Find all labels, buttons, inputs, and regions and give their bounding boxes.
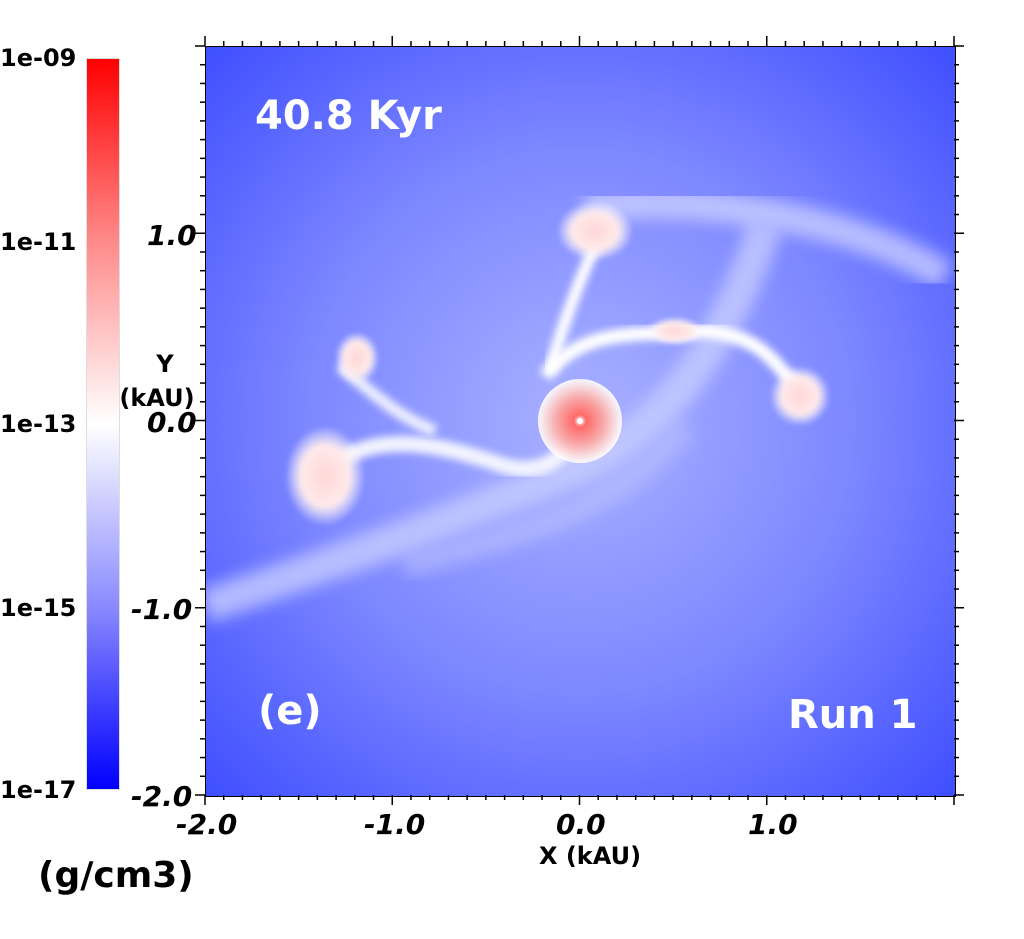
x-tick-label: 0.0	[556, 808, 606, 841]
y-tick-label: -1.0	[131, 593, 193, 626]
axis-ticks	[195, 36, 964, 805]
colorbar-label-4: 1e-15	[0, 594, 77, 622]
y-axis-title-line1: Y	[156, 350, 174, 378]
run-label: Run 1	[788, 692, 918, 738]
x-tick-label: -2.0	[176, 808, 238, 841]
density-map	[205, 46, 956, 797]
x-axis-title: X (kAU)	[538, 842, 642, 870]
x-tick-label: 1.0	[748, 808, 798, 841]
x-tick-label: -1.0	[364, 808, 426, 841]
colorbar-label-mid: 1e-13	[0, 410, 77, 438]
y-tick-label: -2.0	[131, 780, 193, 813]
y-tick-label: 1.0	[147, 219, 197, 252]
panel-label: (e)	[258, 688, 322, 734]
colorbar-label-bottom: 1e-17	[0, 776, 77, 804]
plot-frame	[205, 46, 956, 797]
colorbar-label-2: 1e-11	[0, 228, 77, 256]
y-tick-label: 0.0	[147, 406, 197, 439]
time-label: 40.8 Kyr	[255, 93, 442, 139]
colorbar-unit: (g/cm3)	[38, 855, 194, 896]
colorbar	[86, 58, 120, 790]
colorbar-label-top: 1e-09	[0, 44, 77, 72]
y-axis-title-line2: (kAU)	[119, 384, 195, 412]
